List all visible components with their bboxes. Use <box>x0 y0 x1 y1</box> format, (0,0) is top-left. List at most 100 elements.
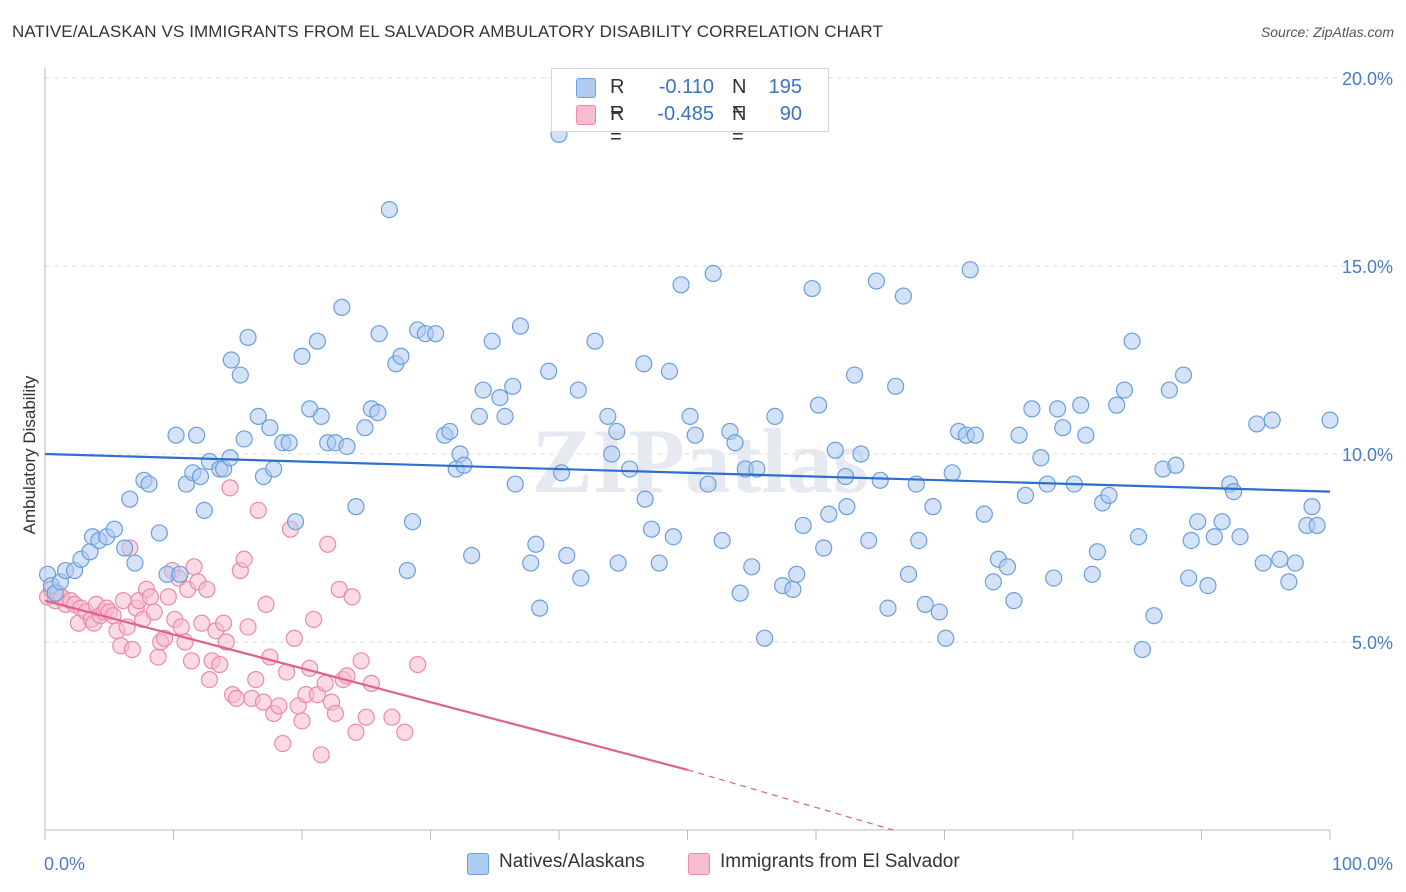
data-point-el-salvador <box>227 689 246 708</box>
data-point-natives <box>1115 381 1134 399</box>
data-point-natives <box>195 501 213 519</box>
data-point-el-salvador <box>211 655 229 674</box>
data-point-natives <box>150 524 168 542</box>
data-point-natives <box>899 565 918 583</box>
data-point-natives <box>820 505 838 523</box>
data-point-natives <box>140 475 158 493</box>
data-point-natives <box>235 430 253 448</box>
data-point-natives <box>427 325 445 343</box>
legend-swatch-pink <box>576 105 596 125</box>
data-point-el-salvador <box>198 580 216 598</box>
data-point-natives <box>664 528 682 546</box>
data-point-natives <box>370 325 388 343</box>
stats-legend: R = -0.110 N = 195 R = -0.485 N = 90 <box>551 68 829 148</box>
data-point-el-salvador <box>182 652 201 670</box>
data-point-natives <box>998 558 1017 576</box>
bottom-legend-label: Immigrants from El Salvador <box>720 851 960 872</box>
data-point-natives <box>474 381 492 399</box>
data-point-el-salvador <box>172 618 190 636</box>
data-point-natives <box>527 535 545 553</box>
data-point-natives <box>867 272 885 290</box>
legend-r-label: R = <box>610 76 625 121</box>
data-point-natives <box>504 377 522 395</box>
data-point-natives <box>943 464 961 482</box>
data-point-el-salvador <box>347 723 365 741</box>
data-point-natives <box>1199 576 1217 595</box>
data-point-natives <box>1321 411 1339 429</box>
source-label: Source: ZipAtlas.com <box>1260 24 1394 40</box>
data-point-natives <box>1280 573 1298 591</box>
data-point-el-salvador <box>123 640 141 659</box>
data-point-natives <box>293 347 311 365</box>
data-point-natives <box>1123 332 1141 350</box>
data-point-natives <box>191 467 210 486</box>
data-point-natives <box>403 513 422 531</box>
data-point-natives <box>312 407 330 425</box>
data-point-natives <box>635 355 653 373</box>
data-point-natives <box>1145 607 1163 625</box>
data-point-el-salvador <box>221 479 239 497</box>
data-point-natives <box>286 513 305 531</box>
trend-lines <box>44 452 1331 831</box>
series-natives-alaskans <box>38 125 1339 659</box>
data-point-el-salvador <box>312 746 330 764</box>
data-point-natives <box>660 362 679 380</box>
data-point-natives <box>265 460 283 478</box>
data-point-natives <box>1254 554 1272 572</box>
data-point-natives <box>681 407 699 425</box>
legend-r-value: -0.110 <box>658 76 714 98</box>
data-point-el-salvador <box>249 501 267 519</box>
data-point-natives <box>463 546 481 565</box>
data-point-natives <box>121 490 139 508</box>
data-point-natives <box>788 565 806 583</box>
data-point-natives <box>1180 569 1198 587</box>
data-point-el-salvador <box>193 614 211 632</box>
data-point-el-salvador <box>200 670 219 689</box>
data-point-natives <box>794 516 812 535</box>
y-tick-label: 10.0% <box>1342 445 1393 465</box>
data-point-el-salvador <box>352 652 370 670</box>
data-point-natives <box>491 389 509 407</box>
data-point-el-salvador <box>235 550 253 568</box>
data-point-natives <box>1077 426 1095 444</box>
legend-n-value: 195 <box>768 76 802 98</box>
data-point-natives <box>704 264 722 283</box>
data-point-natives <box>1231 528 1249 546</box>
data-point-natives <box>280 434 298 452</box>
data-point-natives <box>937 629 955 647</box>
data-point-natives <box>984 573 1002 591</box>
data-point-natives <box>1072 396 1090 414</box>
data-point-natives <box>1182 531 1200 550</box>
data-point-natives <box>558 546 576 565</box>
data-point-natives <box>826 441 844 459</box>
data-point-natives <box>1189 513 1207 531</box>
data-point-natives <box>231 366 249 384</box>
trend-line-el-salvador-extension <box>687 769 894 831</box>
data-point-natives <box>1129 528 1148 546</box>
data-point-el-salvador <box>149 648 167 666</box>
data-point-el-salvador <box>316 674 334 692</box>
data-point-natives <box>1088 543 1107 561</box>
data-point-el-salvador <box>159 588 177 606</box>
data-point-natives <box>552 464 571 482</box>
data-point-natives <box>910 531 928 550</box>
data-point-natives <box>871 471 889 489</box>
data-point-natives <box>249 407 267 425</box>
watermark: ZIPatlas <box>531 410 868 512</box>
data-point-el-salvador <box>270 697 288 715</box>
data-point-natives <box>347 498 365 516</box>
data-point-natives <box>961 261 979 279</box>
data-point-natives <box>470 407 488 425</box>
data-point-natives <box>650 554 668 572</box>
data-point-natives <box>333 298 351 316</box>
data-point-el-salvador <box>239 618 257 636</box>
data-point-natives <box>672 276 690 294</box>
data-point-natives <box>686 426 704 444</box>
tick-labels: 5.0% 10.0% 15.0% 20.0% 0.0% 100.0% <box>44 69 1393 874</box>
legend-n-label: N = <box>732 76 747 121</box>
data-point-el-salvador <box>261 648 279 666</box>
data-point-el-salvador <box>396 723 414 741</box>
data-point-el-salvador <box>141 588 159 606</box>
data-point-natives <box>975 505 993 523</box>
data-point-natives <box>1133 640 1151 659</box>
